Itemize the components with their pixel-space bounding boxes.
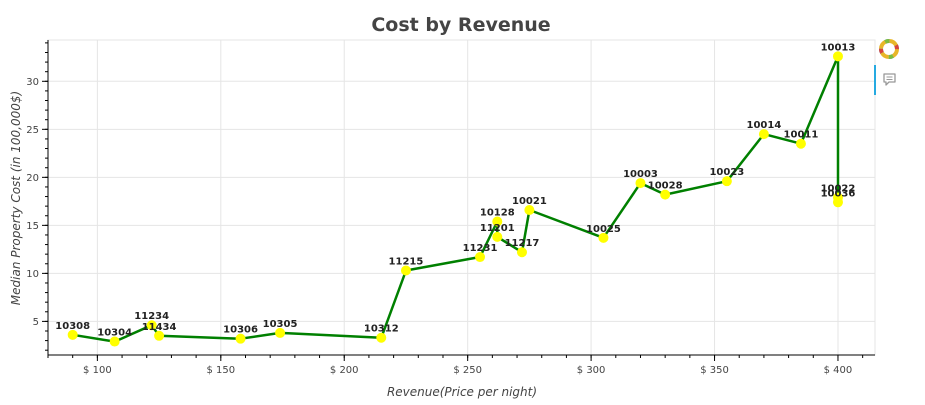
data-point	[721, 176, 732, 187]
data-label: 10028	[648, 181, 683, 192]
plot-frame	[47, 39, 876, 356]
data-label: 11234	[134, 311, 169, 322]
x-tick-label: $ 150	[206, 365, 235, 376]
data-point	[832, 51, 843, 62]
data-label: 10023	[709, 167, 744, 178]
grid-lines	[48, 40, 875, 355]
x-axis-label: Revenue(Price per night)	[387, 385, 537, 399]
data-label: 10306	[223, 325, 258, 336]
data-label: 11434	[142, 322, 177, 333]
active-tool-indicator	[874, 65, 876, 95]
data-point	[475, 252, 486, 263]
y-tick-label: 20	[26, 173, 39, 184]
toolbar	[874, 39, 899, 95]
data-point	[660, 189, 671, 200]
y-tick-label: 5	[33, 317, 39, 328]
y-axis-label: Median Property Cost (in 100,000$)	[9, 91, 23, 305]
data-label: 10025	[586, 224, 621, 235]
y-tick-label: 30	[26, 77, 39, 88]
data-points	[67, 51, 843, 347]
data-point	[758, 129, 769, 140]
data-label: 11231	[463, 243, 498, 254]
y-tick-label: 25	[26, 125, 39, 136]
data-point	[376, 332, 387, 343]
axes: $ 100 $ 150 $ 200 $ 250 $ 300 $ 350 $ 400 5 10 15…	[26, 40, 875, 376]
data-label: 10013	[821, 42, 856, 53]
series-line	[72, 55, 840, 343]
x-tick-label: $ 250	[453, 365, 482, 376]
data-label: 10305	[263, 319, 298, 330]
bokeh-logo-icon[interactable]	[879, 39, 899, 59]
hover-tooltip-icon[interactable]	[883, 73, 896, 86]
y-tick-label: 15	[26, 221, 39, 232]
data-label: 10128	[480, 208, 515, 219]
x-tick-label: $ 400	[824, 365, 853, 376]
data-point	[67, 329, 78, 340]
data-point	[492, 216, 503, 227]
data-point	[492, 231, 503, 242]
y-tick-label: 10	[26, 269, 39, 280]
data-point	[146, 320, 157, 331]
data-point	[154, 330, 165, 341]
data-point	[795, 138, 806, 149]
data-point	[832, 197, 843, 208]
data-label: 10021	[512, 196, 547, 207]
data-point	[516, 247, 527, 258]
x-tick-label: $ 300	[577, 365, 606, 376]
data-label: 10003	[623, 169, 658, 180]
data-label: 11217	[505, 238, 540, 249]
data-label: 11215	[389, 256, 424, 267]
data-point	[400, 265, 411, 276]
series-path	[72, 55, 840, 343]
x-tick-label: $ 200	[330, 365, 359, 376]
data-label: 10036	[821, 188, 856, 199]
data-point	[524, 204, 535, 215]
x-tick-label: $ 350	[700, 365, 729, 376]
data-label: 10304	[97, 328, 132, 339]
data-label: 10011	[784, 130, 819, 141]
data-label: 10308	[55, 321, 90, 332]
chart-title: Cost by Revenue	[371, 14, 550, 36]
data-point	[235, 333, 246, 344]
data-label: 10312	[364, 324, 399, 335]
data-label: 10014	[747, 120, 782, 131]
data-point	[275, 327, 286, 338]
x-tick-label: $ 100	[83, 365, 112, 376]
data-point	[635, 178, 646, 189]
data-point	[598, 232, 609, 243]
data-label: 11201	[480, 223, 515, 234]
data-point	[109, 336, 120, 347]
data-label: 10022	[821, 184, 856, 195]
